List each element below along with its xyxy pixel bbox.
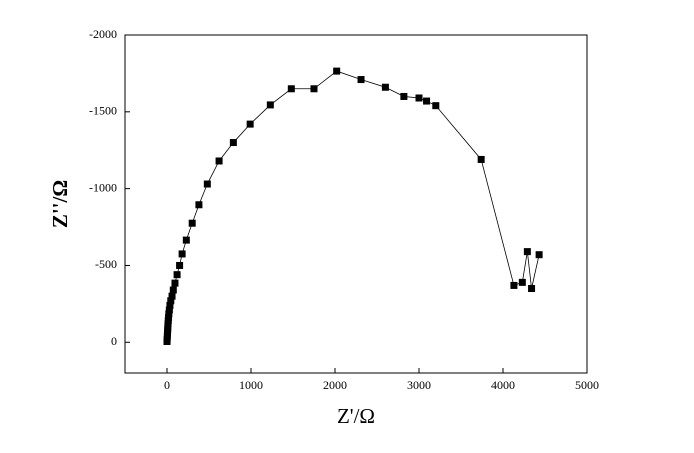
data-point	[246, 120, 254, 128]
data-point	[400, 92, 408, 100]
data-point	[169, 286, 177, 294]
y-tick-label: -2000	[89, 27, 117, 41]
data-point	[432, 102, 440, 110]
y-axis-label: Z''/Ω	[48, 180, 72, 228]
data-point	[188, 219, 196, 227]
plot-frame	[124, 34, 588, 374]
data-point	[535, 251, 543, 259]
data-point	[477, 155, 485, 163]
data-point	[518, 278, 526, 286]
y-tick-label: -1000	[89, 180, 117, 194]
data-point	[423, 97, 431, 105]
data-point	[415, 94, 423, 102]
x-tick-label: 2000	[323, 378, 347, 392]
data-point	[167, 297, 175, 305]
data-point	[203, 180, 211, 188]
x-tick-label: 0	[164, 378, 170, 392]
data-point	[176, 261, 184, 269]
data-point	[528, 285, 536, 292]
data-point	[166, 301, 174, 309]
x-tick-label: 5000	[575, 378, 599, 392]
data-point	[287, 85, 295, 93]
data-point	[171, 279, 179, 287]
data-point	[165, 306, 173, 314]
data-point	[165, 310, 173, 318]
data-line	[166, 70, 540, 342]
data-point	[381, 83, 389, 91]
data-point	[229, 139, 237, 147]
data-point	[173, 271, 181, 279]
x-axis-label: Z'/Ω	[337, 404, 375, 428]
data-point	[178, 250, 186, 258]
data-point	[510, 281, 518, 289]
data-point	[182, 236, 190, 244]
data-point	[195, 201, 203, 209]
data-point	[357, 76, 365, 84]
data-point	[168, 292, 176, 300]
x-tick-label: 4000	[491, 378, 515, 392]
y-tick-label: -1500	[89, 104, 117, 118]
data-point	[310, 85, 318, 93]
data-point	[523, 248, 531, 256]
x-tick-label: 3000	[407, 378, 431, 392]
data-point	[333, 67, 341, 75]
data-point	[266, 101, 274, 109]
x-tick-label: 1000	[239, 378, 263, 392]
data-point	[215, 157, 223, 165]
data-point	[165, 314, 173, 322]
y-tick-label: 0	[111, 334, 117, 348]
y-tick-label: -500	[95, 257, 117, 271]
